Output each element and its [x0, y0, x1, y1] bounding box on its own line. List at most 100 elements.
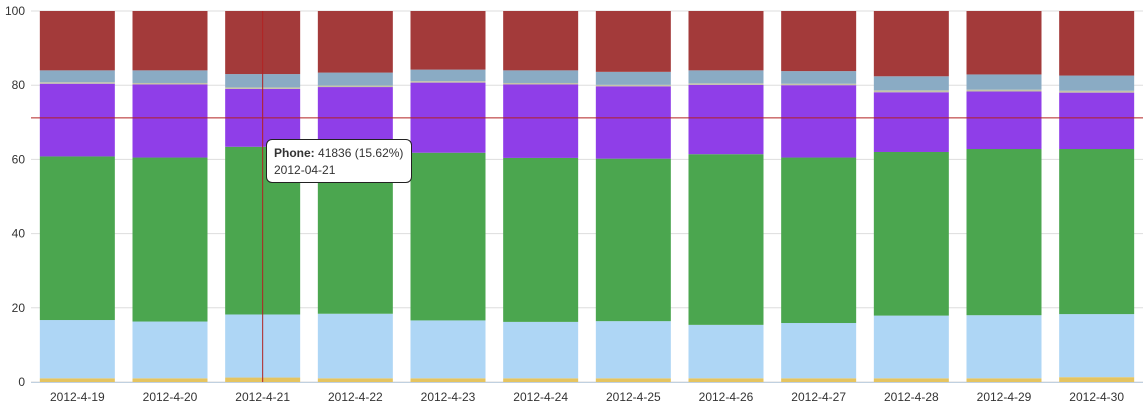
bar-segment-2012-4-25-s5[interactable] — [595, 71, 671, 85]
bar-segment-2012-4-28-s3[interactable] — [873, 92, 949, 152]
bar-segment-2012-4-24-s3[interactable] — [503, 84, 579, 158]
bar-segment-2012-4-22-s1[interactable] — [317, 313, 393, 379]
x-tick-label-2012-4-29: 2012-4-29 — [977, 390, 1032, 404]
bar-segment-2012-4-30-s4[interactable] — [1059, 90, 1135, 93]
bar-segment-2012-4-24-s6[interactable] — [503, 11, 579, 71]
x-tick-label-2012-4-25: 2012-4-25 — [606, 390, 661, 404]
bar-segment-2012-4-28-s4[interactable] — [873, 90, 949, 93]
bar-segment-2012-4-27-s6[interactable] — [781, 11, 857, 72]
x-tick-label-2012-4-22: 2012-4-22 — [328, 390, 383, 404]
bar-segment-2012-4-19-s0[interactable] — [39, 378, 115, 382]
bar-segment-2012-4-30-s0[interactable] — [1059, 377, 1135, 382]
bar-segment-2012-4-22-s5[interactable] — [317, 72, 393, 86]
bar-segment-2012-4-20-s1[interactable] — [132, 321, 208, 379]
x-tick-label-2012-4-23: 2012-4-23 — [421, 390, 476, 404]
bar-segment-2012-4-24-s2[interactable] — [503, 157, 579, 322]
bar-segment-2012-4-24-s0[interactable] — [503, 378, 579, 382]
bar-segment-2012-4-20-s3[interactable] — [132, 84, 208, 158]
bar-segment-2012-4-23-s1[interactable] — [410, 320, 486, 379]
bar-segment-2012-4-29-s2[interactable] — [966, 149, 1042, 316]
tooltip-value: 41836 (15.62%) — [318, 146, 404, 160]
x-tick-label-2012-4-19: 2012-4-19 — [50, 390, 105, 404]
bar-segment-2012-4-23-s5[interactable] — [410, 69, 486, 82]
bar-segment-2012-4-20-s0[interactable] — [132, 378, 208, 382]
bar-segment-2012-4-25-s4[interactable] — [595, 84, 671, 87]
bar-segment-2012-4-26-s1[interactable] — [688, 324, 764, 379]
bar-segment-2012-4-19-s1[interactable] — [39, 320, 115, 379]
bar-segment-2012-4-28-s2[interactable] — [873, 151, 949, 316]
bar-segment-2012-4-26-s6[interactable] — [688, 11, 764, 71]
bar-segment-2012-4-25-s6[interactable] — [595, 11, 671, 72]
bar-segment-2012-4-19-s6[interactable] — [39, 11, 115, 71]
bar-segment-2012-4-29-s5[interactable] — [966, 74, 1042, 90]
y-tick-label-0: 0 — [18, 375, 25, 389]
bar-segment-2012-4-22-s6[interactable] — [317, 11, 393, 73]
bar-segment-2012-4-27-s0[interactable] — [781, 378, 857, 382]
bar-segment-2012-4-30-s6[interactable] — [1059, 11, 1135, 76]
bar-segment-2012-4-23-s0[interactable] — [410, 378, 486, 382]
bar-segment-2012-4-26-s4[interactable] — [688, 83, 764, 85]
y-tick-label-100: 100 — [5, 4, 25, 18]
bar-segment-2012-4-24-s1[interactable] — [503, 321, 579, 379]
tooltip-date: 2012-04-21 — [274, 163, 336, 177]
bar-segment-2012-4-24-s5[interactable] — [503, 70, 579, 83]
bar-segment-2012-4-27-s5[interactable] — [781, 71, 857, 84]
y-axis-ticks: 0 20 40 60 80 100 — [5, 4, 25, 389]
bar-segment-2012-4-26-s5[interactable] — [688, 70, 764, 84]
bar-segment-2012-4-28-s6[interactable] — [873, 11, 949, 77]
bar-segment-2012-4-26-s2[interactable] — [688, 154, 764, 325]
bar-segment-2012-4-20-s4[interactable] — [132, 82, 208, 85]
tooltip-series-name: Phone: — [274, 146, 315, 160]
bar-segment-2012-4-26-s0[interactable] — [688, 378, 764, 382]
x-tick-label-2012-4-28: 2012-4-28 — [884, 390, 939, 404]
bar-segment-2012-4-26-s3[interactable] — [688, 84, 764, 155]
bar-segment-2012-4-22-s4[interactable] — [317, 85, 393, 88]
y-tick-label-60: 60 — [12, 152, 26, 166]
grid-lines — [31, 10, 1143, 383]
bar-segment-2012-4-28-s5[interactable] — [873, 76, 949, 91]
x-tick-label-2012-4-26: 2012-4-26 — [699, 390, 754, 404]
bar-segment-2012-4-30-s3[interactable] — [1059, 92, 1135, 150]
bar-segment-2012-4-27-s1[interactable] — [781, 323, 857, 379]
bar-segment-2012-4-23-s2[interactable] — [410, 152, 486, 321]
bar-segment-2012-4-23-s4[interactable] — [410, 81, 486, 83]
bar-segment-2012-4-28-s0[interactable] — [873, 378, 949, 382]
bar-segment-2012-4-20-s6[interactable] — [132, 11, 208, 71]
bar-segment-2012-4-19-s2[interactable] — [39, 156, 115, 321]
bar-segment-2012-4-20-s2[interactable] — [132, 157, 208, 322]
y-tick-label-20: 20 — [12, 301, 26, 315]
x-tick-label-2012-4-24: 2012-4-24 — [513, 390, 568, 404]
bar-segment-2012-4-30-s5[interactable] — [1059, 75, 1135, 91]
x-axis-ticks: 2012-4-19 2012-4-20 2012-4-21 2012-4-22 2012… — [50, 390, 1124, 404]
bar-segment-2012-4-30-s1[interactable] — [1059, 314, 1135, 378]
bar-segment-2012-4-29-s0[interactable] — [966, 378, 1042, 382]
bar-segment-2012-4-27-s2[interactable] — [781, 157, 857, 324]
bar-segment-2012-4-25-s0[interactable] — [595, 378, 671, 382]
bar-segment-2012-4-25-s3[interactable] — [595, 86, 671, 159]
x-tick-label-2012-4-27: 2012-4-27 — [791, 390, 846, 404]
bar-segment-2012-4-19-s5[interactable] — [39, 70, 115, 83]
bar-segment-2012-4-23-s6[interactable] — [410, 11, 486, 70]
y-tick-label-80: 80 — [12, 78, 26, 92]
bar-stacks — [39, 11, 1135, 382]
bar-segment-2012-4-25-s2[interactable] — [595, 158, 671, 322]
x-tick-label-2012-4-20: 2012-4-20 — [143, 390, 198, 404]
x-tick-label-2012-4-30: 2012-4-30 — [1069, 390, 1124, 404]
bar-segment-2012-4-28-s1[interactable] — [873, 315, 949, 379]
bar-segment-2012-4-29-s6[interactable] — [966, 11, 1042, 75]
bar-segment-2012-4-25-s1[interactable] — [595, 321, 671, 379]
bar-segment-2012-4-29-s4[interactable] — [966, 89, 1042, 92]
bar-segment-2012-4-24-s4[interactable] — [503, 82, 579, 85]
crosshair — [31, 11, 1143, 382]
bar-segment-2012-4-30-s2[interactable] — [1059, 149, 1135, 315]
bar-segment-2012-4-27-s4[interactable] — [781, 83, 857, 86]
bar-segment-2012-4-29-s1[interactable] — [966, 315, 1042, 379]
bar-segment-2012-4-22-s0[interactable] — [317, 378, 393, 382]
tooltip-line-1: Phone: 41836 (15.62%) — [274, 145, 404, 162]
bar-segment-2012-4-19-s3[interactable] — [39, 83, 115, 157]
bar-segment-2012-4-29-s3[interactable] — [966, 91, 1042, 150]
x-tick-label-2012-4-21: 2012-4-21 — [235, 390, 290, 404]
bar-segment-2012-4-20-s5[interactable] — [132, 70, 208, 83]
bar-segment-2012-4-27-s3[interactable] — [781, 85, 857, 158]
bar-segment-2012-4-19-s4[interactable] — [39, 82, 115, 84]
